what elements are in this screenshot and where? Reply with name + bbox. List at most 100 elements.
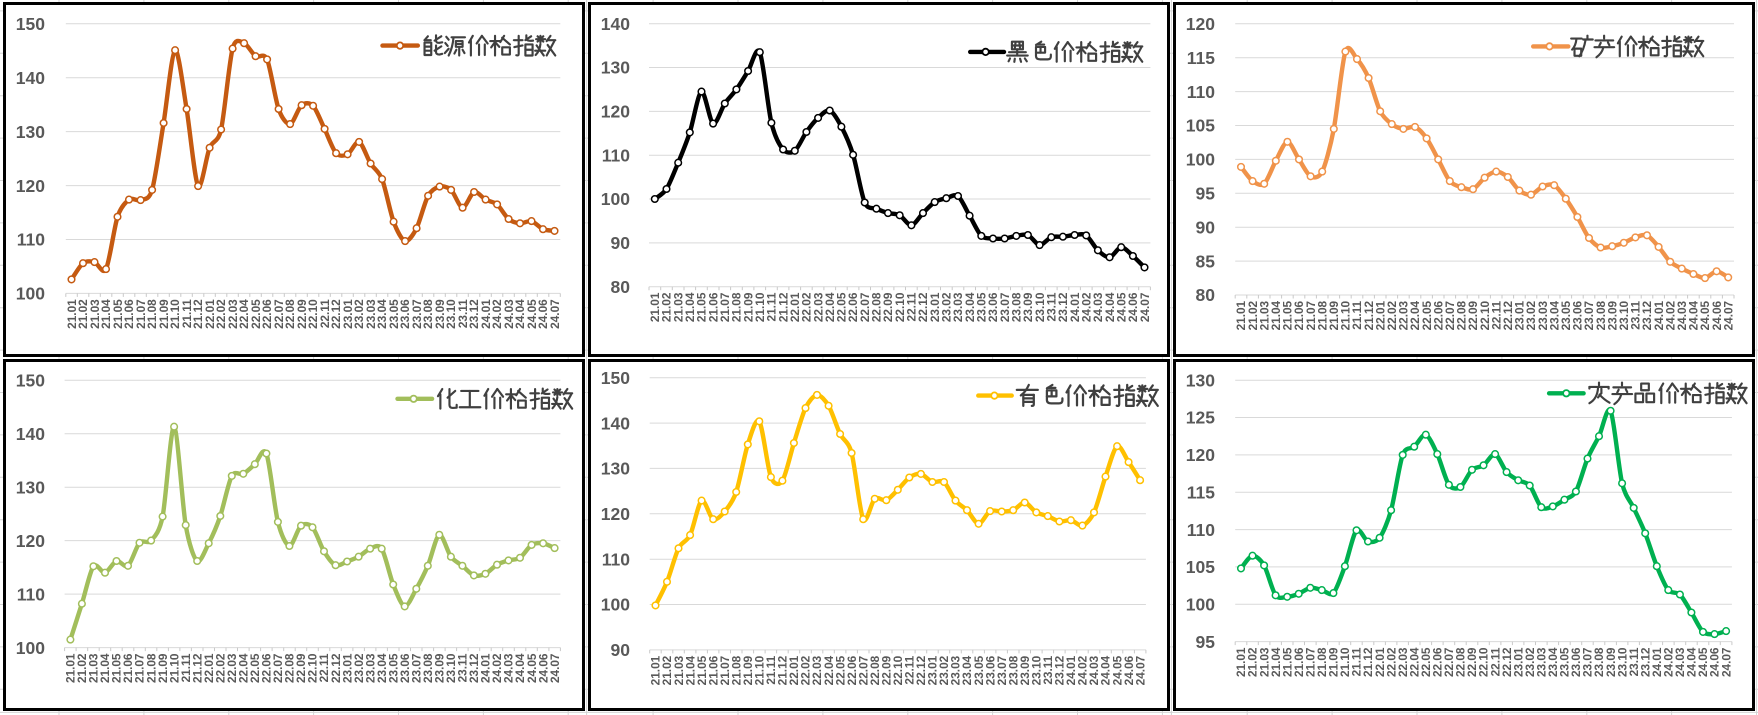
svg-text:23.07: 23.07 xyxy=(1582,300,1596,330)
svg-text:24.02: 24.02 xyxy=(490,653,504,683)
svg-text:22.01: 22.01 xyxy=(202,653,216,683)
svg-text:24.04: 24.04 xyxy=(513,299,527,329)
svg-text:23.03: 23.03 xyxy=(1536,300,1550,330)
svg-text:23.08: 23.08 xyxy=(421,653,435,683)
svg-text:22.10: 22.10 xyxy=(306,299,320,329)
svg-text:22.07: 22.07 xyxy=(856,655,870,685)
svg-text:23.10: 23.10 xyxy=(1615,647,1629,677)
svg-text:21.10: 21.10 xyxy=(753,655,767,685)
svg-text:23.04: 23.04 xyxy=(1546,647,1560,677)
svg-text:24.01: 24.01 xyxy=(479,299,493,329)
svg-text:22.04: 22.04 xyxy=(237,653,251,683)
svg-text:22.03: 22.03 xyxy=(225,653,239,683)
svg-text:21.02: 21.02 xyxy=(660,292,674,322)
svg-text:22.12: 22.12 xyxy=(329,299,343,329)
svg-text:21.04: 21.04 xyxy=(683,655,697,685)
svg-text:21.02: 21.02 xyxy=(75,653,89,683)
svg-text:23.07: 23.07 xyxy=(410,299,424,329)
svg-text:80: 80 xyxy=(1196,285,1216,305)
svg-text:130: 130 xyxy=(16,122,45,142)
svg-text:22.06: 22.06 xyxy=(1431,647,1445,677)
svg-text:23.04: 23.04 xyxy=(963,292,977,322)
svg-text:21.08: 21.08 xyxy=(145,299,159,329)
svg-text:23.09: 23.09 xyxy=(1018,655,1032,685)
svg-text:100: 100 xyxy=(16,284,45,304)
svg-text:21.09: 21.09 xyxy=(157,299,171,329)
svg-text:24.02: 24.02 xyxy=(1662,647,1676,677)
svg-text:23.05: 23.05 xyxy=(386,653,400,683)
svg-text:22.11: 22.11 xyxy=(1489,300,1503,329)
svg-text:130: 130 xyxy=(601,58,630,78)
svg-text:110: 110 xyxy=(602,145,630,165)
svg-text:22.11: 22.11 xyxy=(903,655,917,684)
svg-text:23.04: 23.04 xyxy=(375,299,389,329)
svg-text:22.11: 22.11 xyxy=(317,653,331,682)
svg-text:120: 120 xyxy=(16,531,45,551)
svg-text:24.04: 24.04 xyxy=(1687,300,1701,330)
svg-text:22.08: 22.08 xyxy=(1455,300,1469,330)
svg-text:22.05: 22.05 xyxy=(249,299,263,329)
svg-text:22.05: 22.05 xyxy=(835,292,849,322)
svg-text:21.05: 21.05 xyxy=(1281,300,1295,330)
svg-text:90: 90 xyxy=(1196,217,1216,237)
svg-text:130: 130 xyxy=(1186,370,1215,390)
svg-text:125: 125 xyxy=(1186,408,1215,428)
svg-text:110: 110 xyxy=(602,549,630,569)
svg-text:24.05: 24.05 xyxy=(1696,647,1710,677)
svg-text:22.07: 22.07 xyxy=(1443,300,1457,330)
svg-text:23.05: 23.05 xyxy=(975,292,989,322)
svg-text:22.10: 22.10 xyxy=(891,655,905,685)
svg-text:23.06: 23.06 xyxy=(1571,300,1585,330)
svg-text:22.08: 22.08 xyxy=(283,653,297,683)
svg-text:105: 105 xyxy=(1186,116,1215,136)
svg-text:22.09: 22.09 xyxy=(1465,647,1479,677)
svg-text:21.09: 21.09 xyxy=(1327,300,1341,330)
svg-text:24.05: 24.05 xyxy=(525,653,539,683)
svg-text:21.10: 21.10 xyxy=(167,653,181,683)
svg-text:23.09: 23.09 xyxy=(433,299,447,329)
svg-text:21.10: 21.10 xyxy=(1338,647,1352,677)
svg-text:23.03: 23.03 xyxy=(363,653,377,683)
svg-text:23.03: 23.03 xyxy=(951,292,965,322)
svg-text:22.07: 22.07 xyxy=(271,653,285,683)
svg-text:21.07: 21.07 xyxy=(134,299,148,329)
svg-text:22.09: 22.09 xyxy=(880,655,894,685)
svg-text:22.07: 22.07 xyxy=(272,299,286,329)
svg-text:23.10: 23.10 xyxy=(1030,655,1044,685)
svg-text:21.08: 21.08 xyxy=(729,655,743,685)
svg-text:21.05: 21.05 xyxy=(110,653,124,683)
svg-text:21.07: 21.07 xyxy=(718,655,732,685)
svg-text:24.01: 24.01 xyxy=(1064,655,1078,685)
svg-text:21.06: 21.06 xyxy=(706,655,720,685)
svg-text:21.02: 21.02 xyxy=(1246,300,1260,330)
svg-text:23.08: 23.08 xyxy=(1592,647,1606,677)
svg-text:21.11: 21.11 xyxy=(1350,300,1364,329)
svg-text:120: 120 xyxy=(16,176,45,196)
svg-text:21.01: 21.01 xyxy=(649,655,663,685)
svg-text:21.02: 21.02 xyxy=(660,655,674,685)
svg-text:24.07: 24.07 xyxy=(1719,647,1733,677)
svg-text:23.08: 23.08 xyxy=(1010,292,1024,322)
svg-text:23.01: 23.01 xyxy=(341,299,355,329)
svg-text:24.04: 24.04 xyxy=(1103,292,1117,322)
svg-text:120: 120 xyxy=(1186,445,1215,465)
svg-text:21.12: 21.12 xyxy=(190,653,204,683)
svg-text:22.06: 22.06 xyxy=(260,653,274,683)
svg-text:23.04: 23.04 xyxy=(1547,300,1561,330)
svg-text:23.11: 23.11 xyxy=(456,653,470,682)
svg-text:24.02: 24.02 xyxy=(490,299,504,329)
svg-text:90: 90 xyxy=(611,233,631,253)
svg-text:105: 105 xyxy=(1186,557,1215,577)
svg-text:24.05: 24.05 xyxy=(1698,300,1712,330)
svg-text:21.10: 21.10 xyxy=(753,292,767,322)
svg-text:22.03: 22.03 xyxy=(1396,647,1410,677)
svg-text:24.01: 24.01 xyxy=(479,653,493,683)
svg-text:21.11: 21.11 xyxy=(180,299,194,328)
svg-text:21.02: 21.02 xyxy=(76,299,90,329)
svg-text:23.03: 23.03 xyxy=(364,299,378,329)
svg-text:21.11: 21.11 xyxy=(1350,647,1364,676)
svg-text:90: 90 xyxy=(611,640,631,660)
svg-text:100: 100 xyxy=(601,189,630,209)
svg-text:24.07: 24.07 xyxy=(548,653,562,683)
svg-text:22.04: 22.04 xyxy=(1408,300,1422,330)
